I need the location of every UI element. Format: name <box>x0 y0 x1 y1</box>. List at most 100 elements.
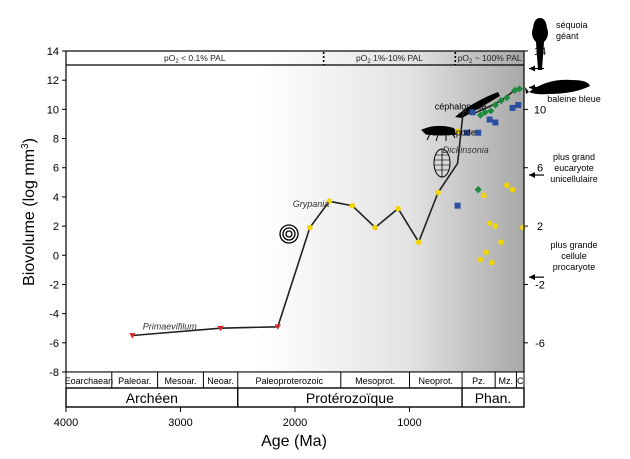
data-point-diamond <box>487 107 495 115</box>
eon-label: Archéen <box>126 390 178 406</box>
data-point-square <box>463 129 470 136</box>
era-label: Pz. <box>472 376 485 386</box>
data-point-square <box>492 119 499 126</box>
era-label: Paleoar. <box>118 376 151 386</box>
data-point-diamond <box>491 101 499 109</box>
data-point-circle <box>435 189 441 196</box>
size-arrow-head <box>529 274 535 281</box>
data-point-circle <box>504 182 510 189</box>
eon-label: Protérozoïque <box>306 390 394 406</box>
right-y-tick-label: -2 <box>535 279 545 291</box>
oxygen-label-post: ~ 100% PAL <box>472 53 521 63</box>
annotation-label: Primaevifilum <box>143 322 198 332</box>
dickinsonia-fossil-icon <box>433 148 451 178</box>
x-tick-label: 3000 <box>168 417 192 429</box>
data-point-diamond <box>474 186 482 194</box>
size-reference-text: séquoia <box>556 20 588 30</box>
data-point-circle <box>307 224 313 231</box>
data-point-circle <box>372 224 378 231</box>
y-axis-title-close: ) <box>21 138 38 143</box>
y-tick-label: 14 <box>47 46 59 58</box>
oxygen-bands: pO2 < 0.1% PAL pO2 1%-10% PAL pO2 ~ 100% P… <box>164 52 522 65</box>
y-axis-title: Biovolume (log mm3) <box>20 138 38 286</box>
size-reference-text: géant <box>556 31 579 41</box>
data-point-circle <box>477 256 484 263</box>
oxygen-band-label: pO2 ~ 100% PAL <box>458 53 522 65</box>
size-reference-text: unicellulaire <box>550 174 598 184</box>
oxygen-label-post: 1%-10% PAL <box>371 53 424 63</box>
annotation-label: arthropode <box>432 128 476 138</box>
data-point-circle <box>326 198 333 205</box>
era-label: Mesoar. <box>164 376 196 386</box>
size-arrow-head <box>529 65 535 72</box>
y-tick-label: 8 <box>53 134 59 146</box>
annotations: Primaevifilum Grypania Dickinsonia arthropo… <box>143 101 489 331</box>
geologic-eons: Archéen Protérozoïque Phan. <box>126 388 511 407</box>
y-axis-title-sup: 3 <box>20 143 31 149</box>
data-point-circle <box>509 186 516 193</box>
size-reference-text: plus grand <box>553 152 595 162</box>
era-label: Mesoprot. <box>355 376 395 386</box>
oxygen-label-sub: 2 <box>367 59 371 65</box>
right-y-tick-label: 6 <box>537 163 543 175</box>
y-axis-title-main: Biovolume (log mm <box>21 149 38 286</box>
y-tick-label: 6 <box>53 163 59 175</box>
data-point-square <box>486 116 493 123</box>
data-point-triangle <box>274 324 282 330</box>
data-point-diamond <box>497 97 505 105</box>
grypania-coil-icon <box>277 224 299 244</box>
size-reference-text: baleine bleue <box>547 94 601 104</box>
data-point-triangle <box>129 333 136 339</box>
data-point-diamond <box>503 94 511 102</box>
data-point-circle <box>415 239 422 245</box>
oxygen-label-pre: pO <box>164 53 176 63</box>
x-tick-label: 2000 <box>283 417 307 429</box>
data-point-circle <box>481 192 487 199</box>
oxygen-band-label: pO2 < 0.1% PAL <box>164 53 226 65</box>
data-point-circle <box>454 128 461 135</box>
data-point-circle <box>520 224 526 231</box>
plot-background <box>66 51 524 372</box>
size-reference-text: plus grande <box>550 240 597 250</box>
y-tick-label: 12 <box>47 75 59 87</box>
annotation-label: Grypania <box>293 199 330 209</box>
blue-whale-icon <box>525 79 590 95</box>
data-point-circle <box>498 239 504 245</box>
oxygen-label-sub: 2 <box>469 59 473 65</box>
right-y-tick-label: 2 <box>537 221 543 233</box>
oxygen-label-pre: pO <box>458 53 470 63</box>
data-point-diamond <box>515 85 524 93</box>
annotation-label: céphalopode <box>435 101 487 111</box>
data-point-square <box>515 101 522 108</box>
data-point-diamond <box>476 111 485 119</box>
x-tick-labels: 4000 3000 2000 1000 <box>54 407 422 429</box>
annotation-label: Dickinsonia <box>443 145 489 155</box>
data-point-circle <box>349 202 356 209</box>
data-point-square <box>509 104 516 111</box>
y-tick-label: -6 <box>49 338 59 350</box>
oxygen-label-post: < 0.1% PAL <box>179 53 226 63</box>
data-point-diamond <box>481 108 489 116</box>
data-point-circle <box>486 220 493 226</box>
y-tick-label: 10 <box>47 104 59 116</box>
y-tick-label: 0 <box>53 250 59 262</box>
y-tick-label: -8 <box>49 367 59 379</box>
oxygen-label-sub: 2 <box>175 59 179 65</box>
geologic-eras: Eoarchaean Paleoar. Mesoar. Neoar. Paleoprot… <box>65 372 524 388</box>
era-label: Mz. <box>499 376 514 386</box>
era-label: C <box>517 376 524 386</box>
y-tick-label: -2 <box>49 279 59 291</box>
data-point-triangle <box>217 325 224 332</box>
data-point-circle <box>492 223 499 229</box>
sequoia-tree-icon <box>532 18 548 70</box>
era-label: Eoarchaean <box>65 376 114 386</box>
x-tick-label: 4000 <box>54 417 78 429</box>
x-tick-label: 1000 <box>397 417 421 429</box>
oxygen-band-label: pO2 1%-10% PAL <box>356 53 423 65</box>
y-tick-label: 2 <box>53 221 59 233</box>
data-point-square <box>454 202 461 209</box>
size-arrow-head <box>529 172 535 179</box>
era-label: Neoar. <box>207 376 234 386</box>
